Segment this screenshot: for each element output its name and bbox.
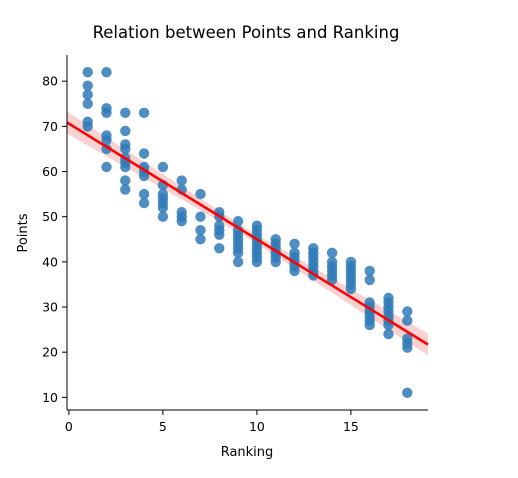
x-axis-label: Ranking xyxy=(221,445,274,460)
data-point xyxy=(101,134,112,146)
data-point xyxy=(138,197,150,209)
y-tick-label: 40 xyxy=(42,254,58,269)
data-point xyxy=(120,175,131,186)
data-point xyxy=(232,216,244,227)
data-point xyxy=(270,256,281,268)
data-point xyxy=(82,67,93,78)
data-point xyxy=(402,306,413,317)
y-axis-label: Points xyxy=(16,213,31,252)
axes-layer: 0 5 10 15 10 20 30 40 50 60 70 80 xyxy=(42,55,428,434)
x-tick-label: 10 xyxy=(249,419,265,434)
data-point xyxy=(157,202,169,213)
data-point xyxy=(101,67,112,78)
data-point xyxy=(364,265,375,277)
y-tick-label: 30 xyxy=(42,300,58,315)
data-point xyxy=(232,256,244,268)
data-point xyxy=(138,107,150,119)
y-tick-label: 10 xyxy=(42,390,58,405)
data-point xyxy=(120,143,131,155)
data-point xyxy=(402,387,413,398)
data-point xyxy=(326,247,338,258)
regression-line-layer xyxy=(66,121,429,346)
data-point xyxy=(289,265,300,277)
data-point xyxy=(289,238,300,249)
x-tick-label: 0 xyxy=(65,419,73,434)
data-points-layer xyxy=(82,67,413,398)
data-point xyxy=(120,125,131,137)
data-point xyxy=(195,211,206,222)
data-point xyxy=(82,89,93,100)
y-tick-label: 20 xyxy=(42,345,58,360)
data-point xyxy=(345,283,357,295)
data-point xyxy=(120,161,131,173)
data-point xyxy=(138,148,150,159)
data-point xyxy=(402,315,413,326)
chart-title: Relation between Points and Ranking xyxy=(93,23,400,42)
data-point xyxy=(120,107,131,119)
data-point xyxy=(120,184,131,195)
data-point xyxy=(383,328,394,340)
y-tick-label: 80 xyxy=(42,74,58,89)
data-point xyxy=(82,98,93,110)
data-point xyxy=(176,175,187,186)
regression-line xyxy=(66,121,429,346)
x-tick-label: 15 xyxy=(343,419,359,434)
data-point xyxy=(101,161,112,173)
data-point xyxy=(232,247,244,258)
data-point xyxy=(176,216,187,227)
data-point xyxy=(214,243,225,254)
data-point xyxy=(402,342,413,353)
data-point xyxy=(101,107,112,119)
y-tick-label: 70 xyxy=(42,119,58,134)
y-tick-label: 60 xyxy=(42,164,58,179)
data-point xyxy=(364,274,375,286)
data-point xyxy=(195,225,206,236)
data-point xyxy=(157,161,169,173)
data-point xyxy=(82,80,93,91)
data-point xyxy=(157,211,169,222)
data-point xyxy=(195,234,206,245)
x-tick-label: 5 xyxy=(159,419,167,434)
data-point xyxy=(195,188,206,200)
data-point xyxy=(364,319,375,331)
data-point xyxy=(214,229,225,240)
data-point xyxy=(138,170,150,182)
data-point xyxy=(138,188,150,200)
y-tick-label: 50 xyxy=(42,209,58,224)
data-point xyxy=(251,256,263,268)
data-point xyxy=(82,121,93,132)
